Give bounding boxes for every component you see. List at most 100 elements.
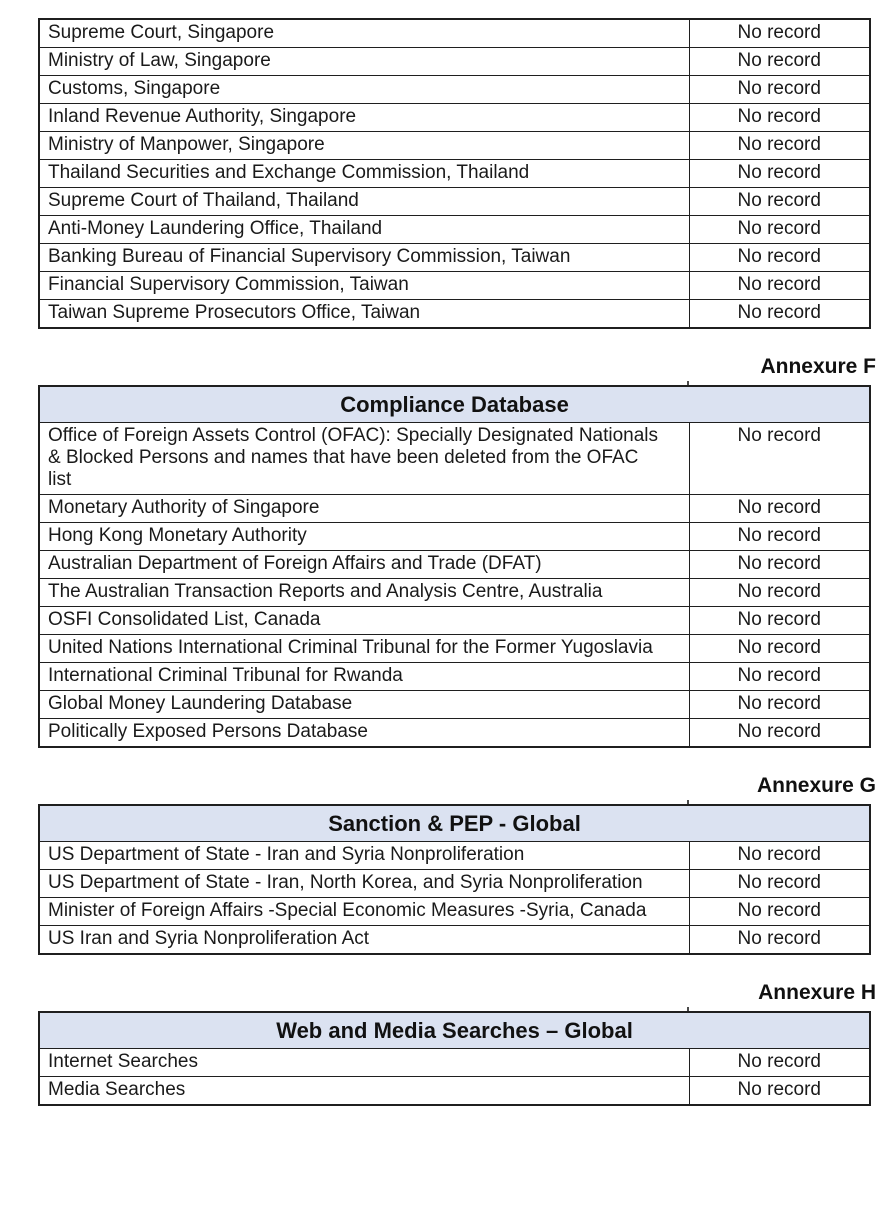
column-divider-stub [687,800,689,804]
table-row: International Criminal Tribunal for Rwan… [38,662,871,691]
column-divider-stub [687,381,689,385]
table-row: Supreme Court, Singapore No record [38,18,871,48]
table-row: Financial Supervisory Commission, Taiwan… [38,271,871,300]
result-cell: No record [688,1076,871,1106]
result-cell: No record [688,18,871,48]
source-cell: Thailand Securities and Exchange Commiss… [38,159,690,188]
table-header-row: Web and Media Searches – Global [38,1011,871,1049]
result-cell: No record [688,494,871,523]
table-row: OSFI Consolidated List, Canada No record [38,606,871,635]
result-cell: No record [688,299,871,329]
table-row: US Department of State - Iran and Syria … [38,841,871,870]
table-row: Minister of Foreign Affairs -Special Eco… [38,897,871,926]
source-cell: Global Money Laundering Database [38,690,690,719]
result-cell: No record [688,215,871,244]
source-cell: Ministry of Manpower, Singapore [38,131,690,160]
table-header: Web and Media Searches – Global [38,1011,871,1049]
result-cell: No record [688,897,871,926]
source-cell: Financial Supervisory Commission, Taiwan [38,271,690,300]
source-cell: Monetary Authority of Singapore [38,494,690,523]
table-row: Inland Revenue Authority, Singapore No r… [38,103,871,132]
source-cell: Australian Department of Foreign Affairs… [38,550,690,579]
compliance-database-table: Compliance Database Office of Foreign As… [38,385,872,748]
source-cell: Supreme Court, Singapore [38,18,690,48]
source-cell: OSFI Consolidated List, Canada [38,606,690,635]
source-cell: Banking Bureau of Financial Supervisory … [38,243,690,272]
annexure-label: Annexure H [758,981,876,1004]
table-row: Customs, Singapore No record [38,75,871,104]
screening-results-table: Supreme Court, Singapore No record Minis… [38,18,871,329]
source-cell: Politically Exposed Persons Database [38,718,690,748]
source-cell: Anti-Money Laundering Office, Thailand [38,215,690,244]
source-cell: Minister of Foreign Affairs -Special Eco… [38,897,690,926]
source-cell: United Nations International Criminal Tr… [38,634,690,663]
result-cell: No record [688,718,871,748]
result-cell: No record [688,690,871,719]
source-cell: The Australian Transaction Reports and A… [38,578,690,607]
table-row: Ministry of Law, Singapore No record [38,47,871,76]
result-cell: No record [688,422,871,495]
result-cell: No record [688,47,871,76]
table-header: Compliance Database [38,385,871,423]
source-cell: Supreme Court of Thailand, Thailand [38,187,690,216]
result-cell: No record [688,159,871,188]
result-cell: No record [688,662,871,691]
source-cell: Customs, Singapore [38,75,690,104]
result-cell: No record [688,578,871,607]
result-cell: No record [688,103,871,132]
web-media-searches-table: Web and Media Searches – Global Internet… [38,1011,872,1106]
column-divider-stub [687,1007,689,1011]
annexure-label: Annexure G [756,774,876,797]
source-cell: Media Searches [38,1076,690,1106]
source-cell: Internet Searches [38,1048,690,1077]
table-row: Taiwan Supreme Prosecutors Office, Taiwa… [38,299,871,329]
table-row: The Australian Transaction Reports and A… [38,578,871,607]
result-cell: No record [688,550,871,579]
table-row: Thailand Securities and Exchange Commiss… [38,159,871,188]
table-header: Sanction & PEP - Global [38,804,871,842]
source-cell: US Department of State - Iran and Syria … [38,841,690,870]
source-cell: International Criminal Tribunal for Rwan… [38,662,690,691]
result-cell: No record [688,869,871,898]
source-cell: US Iran and Syria Nonproliferation Act [38,925,690,955]
table-row: Global Money Laundering Database No reco… [38,690,871,719]
table-row: Anti-Money Laundering Office, Thailand N… [38,215,871,244]
table-row: Banking Bureau of Financial Supervisory … [38,243,871,272]
result-cell: No record [688,606,871,635]
result-cell: No record [688,75,871,104]
table-row: Politically Exposed Persons Database No … [38,718,871,748]
section-sanction-pep-global: Annexure G Sanction & PEP - Global US De… [38,775,876,955]
result-cell: No record [688,187,871,216]
result-cell: No record [688,925,871,955]
table-row: Australian Department of Foreign Affairs… [38,550,871,579]
result-cell: No record [688,271,871,300]
section-web-media-searches-global: Annexure H Web and Media Searches – Glob… [38,982,876,1106]
source-cell: Inland Revenue Authority, Singapore [38,103,690,132]
source-cell: Taiwan Supreme Prosecutors Office, Taiwa… [38,299,690,329]
table-header-row: Compliance Database [38,385,871,423]
table-row: Internet Searches No record [38,1048,871,1077]
table-row: Office of Foreign Assets Control (OFAC):… [38,422,871,495]
result-cell: No record [688,243,871,272]
source-cell: US Department of State - Iran, North Kor… [38,869,690,898]
table-row: Media Searches No record [38,1076,871,1106]
result-cell: No record [688,522,871,551]
source-cell: Ministry of Law, Singapore [38,47,690,76]
result-cell: No record [688,841,871,870]
table-row: Monetary Authority of Singapore No recor… [38,494,871,523]
result-cell: No record [688,1048,871,1077]
table-row: Ministry of Manpower, Singapore No recor… [38,131,871,160]
table-row: United Nations International Criminal Tr… [38,634,871,663]
sanction-pep-table: Sanction & PEP - Global US Department of… [38,804,872,955]
table-row: Supreme Court of Thailand, Thailand No r… [38,187,871,216]
table-row: US Department of State - Iran, North Kor… [38,869,871,898]
section-screening-sources-continued: Supreme Court, Singapore No record Minis… [38,18,876,329]
result-cell: No record [688,634,871,663]
annexure-label: Annexure F [760,355,876,378]
result-cell: No record [688,131,871,160]
table-row: Hong Kong Monetary Authority No record [38,522,871,551]
table-header-row: Sanction & PEP - Global [38,804,871,842]
section-compliance-database: Annexure F Compliance Database Office of… [38,356,876,748]
table-row: US Iran and Syria Nonproliferation Act N… [38,925,871,955]
report-page: Supreme Court, Singapore No record Minis… [38,18,876,1106]
